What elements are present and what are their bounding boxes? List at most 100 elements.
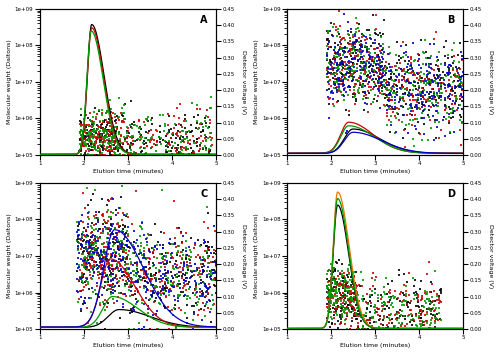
Point — [376, 31, 384, 36]
Point — [132, 296, 140, 302]
Point — [104, 220, 112, 225]
Point — [337, 292, 345, 298]
Point — [358, 326, 366, 332]
Point — [338, 47, 345, 52]
Point — [370, 61, 378, 66]
Point — [400, 297, 407, 303]
Point — [186, 247, 194, 253]
Point — [113, 221, 121, 226]
Point — [88, 144, 96, 150]
Point — [458, 57, 466, 63]
Point — [324, 294, 332, 300]
Point — [140, 265, 148, 271]
Point — [85, 260, 93, 266]
Point — [131, 138, 139, 144]
Point — [81, 110, 89, 115]
Point — [366, 317, 374, 323]
Point — [96, 300, 104, 306]
Point — [360, 296, 368, 302]
Point — [192, 268, 200, 274]
Point — [132, 270, 140, 275]
Point — [430, 268, 438, 274]
Point — [88, 120, 96, 126]
Point — [347, 274, 355, 280]
Point — [436, 90, 444, 96]
Point — [372, 55, 380, 61]
Point — [140, 152, 148, 158]
Point — [123, 242, 131, 248]
Point — [398, 68, 406, 73]
Point — [82, 264, 90, 269]
Point — [450, 114, 458, 120]
Point — [136, 273, 144, 279]
Point — [348, 284, 356, 290]
Point — [378, 82, 386, 88]
Point — [418, 79, 426, 85]
Point — [430, 312, 438, 317]
Point — [407, 311, 415, 316]
Point — [73, 261, 81, 267]
Point — [412, 290, 420, 295]
Point — [89, 144, 97, 150]
Point — [74, 236, 82, 242]
Point — [194, 118, 202, 124]
Point — [144, 306, 152, 312]
Point — [109, 287, 117, 293]
Point — [84, 250, 92, 256]
Point — [122, 231, 130, 236]
Point — [341, 305, 349, 311]
Point — [380, 56, 388, 62]
Point — [337, 59, 345, 65]
Point — [156, 284, 164, 289]
Point — [419, 102, 427, 108]
Point — [444, 94, 452, 100]
Point — [383, 82, 391, 87]
Point — [100, 137, 108, 142]
Point — [74, 222, 82, 227]
Point — [79, 130, 87, 136]
Point — [350, 294, 358, 300]
Point — [353, 297, 361, 303]
Point — [338, 312, 346, 317]
Point — [201, 284, 209, 289]
Point — [336, 69, 344, 75]
Point — [397, 324, 405, 329]
Point — [348, 291, 356, 297]
Point — [118, 183, 126, 189]
Point — [95, 263, 103, 269]
Point — [342, 283, 350, 288]
Point — [182, 132, 190, 137]
Point — [379, 46, 387, 52]
Point — [334, 75, 342, 81]
Point — [76, 106, 84, 112]
Point — [154, 239, 162, 245]
Point — [148, 136, 156, 142]
Point — [348, 296, 356, 302]
Point — [108, 281, 116, 287]
Point — [370, 69, 378, 74]
Point — [336, 304, 344, 310]
Point — [400, 84, 407, 89]
Point — [122, 250, 130, 256]
Point — [343, 288, 351, 294]
Point — [121, 138, 129, 144]
Point — [128, 277, 136, 282]
Point — [426, 322, 434, 327]
Point — [124, 278, 132, 284]
Point — [122, 135, 130, 141]
Point — [352, 39, 360, 44]
Point — [352, 55, 360, 61]
Point — [350, 91, 358, 97]
Point — [98, 270, 106, 275]
Point — [452, 83, 460, 89]
Point — [112, 138, 120, 143]
Point — [325, 60, 333, 65]
Point — [74, 243, 82, 248]
Point — [344, 54, 351, 60]
Point — [424, 71, 432, 77]
Point — [156, 301, 164, 307]
Point — [186, 137, 194, 143]
Point — [433, 124, 441, 130]
Point — [114, 246, 122, 251]
Point — [431, 307, 439, 313]
